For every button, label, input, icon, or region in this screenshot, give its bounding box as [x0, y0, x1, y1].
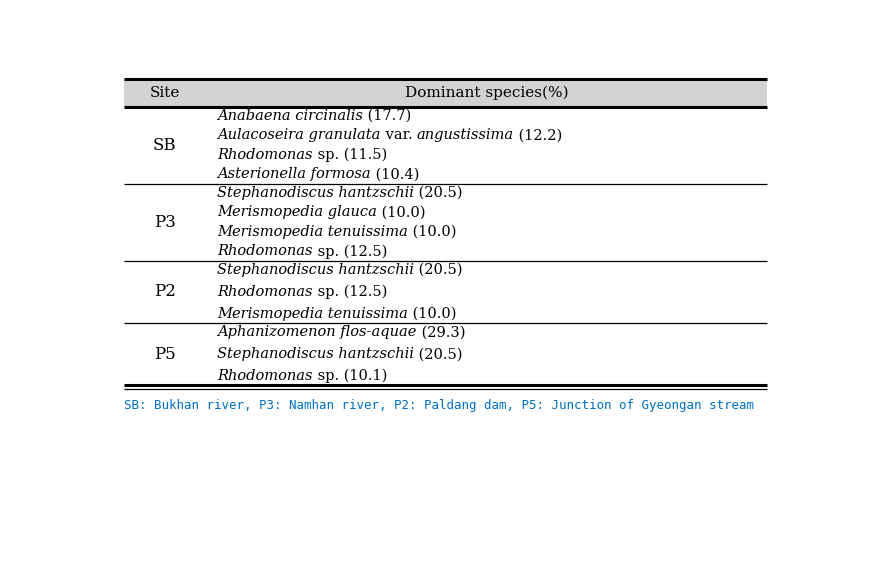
- Bar: [124, 79, 766, 107]
- Text: Stephanodiscus hantzschii: Stephanodiscus hantzschii: [217, 186, 414, 200]
- Text: (20.5): (20.5): [414, 347, 462, 361]
- Text: var.: var.: [381, 129, 416, 142]
- Text: Site: Site: [149, 86, 180, 100]
- Text: Dominant species(%): Dominant species(%): [404, 85, 567, 100]
- Text: Aphanizomenon flos-aquae: Aphanizomenon flos-aquae: [217, 325, 416, 339]
- Text: (10.0): (10.0): [408, 225, 456, 239]
- Text: angustissima: angustissima: [416, 129, 514, 142]
- Text: (20.5): (20.5): [414, 186, 462, 200]
- Text: (20.5): (20.5): [414, 263, 462, 277]
- Text: Rhodomonas: Rhodomonas: [217, 148, 312, 162]
- Text: sp. (11.5): sp. (11.5): [312, 148, 387, 162]
- Text: Rhodomonas: Rhodomonas: [217, 369, 312, 383]
- Text: Merismopedia tenuissima: Merismopedia tenuissima: [217, 225, 408, 239]
- Text: SB: Bukhan river, P3: Namhan river, P2: Paldang dam, P5: Junction of Gyeongan st: SB: Bukhan river, P3: Namhan river, P2: …: [124, 400, 753, 413]
- Text: P5: P5: [154, 346, 176, 362]
- Text: Merismopedia tenuissima: Merismopedia tenuissima: [217, 307, 408, 321]
- Text: (12.2): (12.2): [514, 129, 561, 142]
- Text: (10.0): (10.0): [408, 307, 456, 321]
- Text: P2: P2: [154, 283, 176, 301]
- Text: sp. (12.5): sp. (12.5): [312, 285, 387, 299]
- Text: SB: SB: [153, 137, 176, 154]
- Text: sp. (12.5): sp. (12.5): [312, 244, 387, 259]
- Text: (10.0): (10.0): [376, 206, 425, 219]
- Text: Merismopedia glauca: Merismopedia glauca: [217, 206, 376, 219]
- Text: (29.3): (29.3): [416, 325, 465, 339]
- Text: sp. (10.1): sp. (10.1): [312, 369, 387, 383]
- Text: Asterionella formosa: Asterionella formosa: [217, 167, 370, 182]
- Text: (17.7): (17.7): [362, 109, 411, 123]
- Text: Rhodomonas: Rhodomonas: [217, 244, 312, 259]
- Text: Anabaena circinalis: Anabaena circinalis: [217, 109, 362, 123]
- Text: Stephanodiscus hantzschii: Stephanodiscus hantzschii: [217, 347, 414, 361]
- Text: Stephanodiscus hantzschii: Stephanodiscus hantzschii: [217, 263, 414, 277]
- Text: Aulacoseira granulata: Aulacoseira granulata: [217, 129, 381, 142]
- Text: Rhodomonas: Rhodomonas: [217, 285, 312, 299]
- Text: P3: P3: [154, 214, 176, 231]
- Text: (10.4): (10.4): [370, 167, 419, 182]
